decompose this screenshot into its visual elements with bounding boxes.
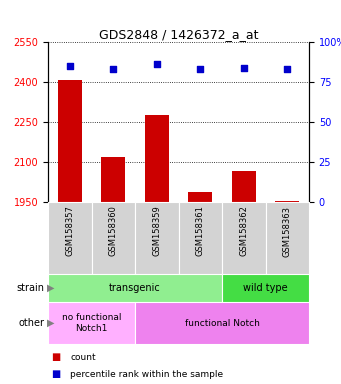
FancyBboxPatch shape: [222, 202, 266, 274]
Text: functional Notch: functional Notch: [184, 318, 260, 328]
Point: [241, 65, 247, 71]
Point: [197, 66, 203, 72]
Text: GSM158357: GSM158357: [65, 205, 74, 257]
FancyBboxPatch shape: [91, 202, 135, 274]
Bar: [101, 157, 125, 202]
Point: [284, 66, 290, 72]
Point: [67, 63, 73, 69]
Text: ▶: ▶: [47, 318, 55, 328]
FancyBboxPatch shape: [178, 202, 222, 274]
Text: ■: ■: [51, 369, 61, 379]
Bar: [145, 115, 169, 202]
FancyBboxPatch shape: [266, 202, 309, 274]
Text: ▶: ▶: [47, 283, 55, 293]
Text: count: count: [70, 353, 96, 362]
Bar: [135, 302, 309, 344]
Point: [154, 61, 160, 68]
Text: wild type: wild type: [243, 283, 288, 293]
Bar: [48, 302, 135, 344]
Text: transgenic: transgenic: [109, 283, 161, 293]
Bar: [222, 274, 309, 302]
Point: [110, 66, 116, 72]
Text: no functional
Notch1: no functional Notch1: [62, 313, 121, 333]
Text: percentile rank within the sample: percentile rank within the sample: [70, 370, 223, 379]
Bar: [58, 80, 82, 202]
FancyBboxPatch shape: [48, 202, 91, 274]
Text: GSM158363: GSM158363: [283, 205, 292, 257]
FancyBboxPatch shape: [135, 202, 178, 274]
Bar: [232, 171, 256, 202]
Text: GSM158360: GSM158360: [109, 205, 118, 257]
Text: ■: ■: [51, 352, 61, 362]
Title: GDS2848 / 1426372_a_at: GDS2848 / 1426372_a_at: [99, 28, 258, 41]
Text: strain: strain: [16, 283, 44, 293]
Text: GSM158359: GSM158359: [152, 205, 161, 257]
Text: GSM158361: GSM158361: [196, 205, 205, 257]
Text: other: other: [18, 318, 44, 328]
Bar: [48, 274, 222, 302]
Bar: [188, 192, 212, 202]
Text: GSM158362: GSM158362: [239, 205, 248, 257]
